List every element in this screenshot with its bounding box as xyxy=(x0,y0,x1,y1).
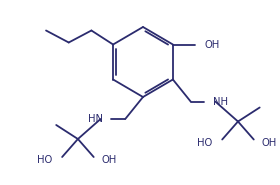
Text: OH: OH xyxy=(262,137,277,147)
Text: HO: HO xyxy=(197,137,212,147)
Text: HO: HO xyxy=(37,155,52,165)
Text: OH: OH xyxy=(102,155,117,165)
Text: OH: OH xyxy=(204,40,220,50)
Text: HN: HN xyxy=(88,114,102,124)
Text: NH: NH xyxy=(213,97,228,107)
